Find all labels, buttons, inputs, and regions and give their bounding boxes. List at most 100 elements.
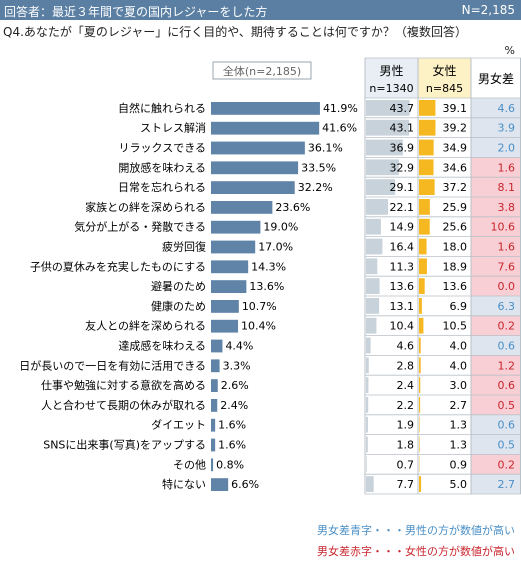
diff-cell	[471, 375, 521, 395]
bar-male	[366, 337, 371, 354]
bar-male	[366, 456, 367, 473]
category-label: 日常を忘れられる	[118, 180, 206, 194]
female-value: 4.0	[450, 359, 468, 372]
category-label: 日が長いので一日を有効に活用できる	[19, 358, 206, 372]
diff-value: 0.6	[498, 379, 516, 392]
bar-all	[211, 300, 239, 313]
bar-female	[419, 317, 424, 334]
female-value: 10.5	[443, 320, 468, 333]
bar-female	[419, 159, 434, 176]
bar-male	[366, 278, 380, 294]
bar-female	[419, 258, 427, 275]
category-label: 自然に触れられる	[118, 101, 206, 115]
bar-all	[211, 438, 216, 452]
diff-cell	[471, 276, 521, 296]
bar-male	[366, 238, 383, 255]
female-value: 25.9	[443, 201, 468, 214]
diff-value: 0.6	[498, 340, 516, 353]
bar-all	[211, 418, 216, 432]
bar-all	[211, 478, 229, 491]
male-value: 22.1	[390, 201, 415, 214]
bar-male	[366, 317, 377, 334]
question-text: Q4.あなたが「夏のレジャー」に行く目的や、期待することは何ですか？（複数回答）	[3, 25, 467, 39]
female-value: 1.3	[450, 419, 468, 432]
male-value: 43.7	[390, 102, 415, 115]
bar-all-value: 17.0%	[258, 241, 293, 254]
diff-value: 7.6	[498, 260, 516, 273]
diff-value: 2.7	[498, 478, 516, 491]
bar-all-value: 4.4%	[225, 340, 253, 353]
diff-value: 8.1	[498, 181, 516, 194]
bar-male	[366, 119, 410, 136]
diff-value: 1.6	[498, 241, 516, 254]
female-value: 3.0	[450, 379, 468, 392]
male-value: 32.9	[390, 161, 415, 174]
male-header: 男性	[379, 64, 403, 78]
female-value: 34.6	[443, 161, 468, 174]
bar-all	[211, 220, 261, 234]
diff-value: 10.6	[491, 221, 516, 234]
bar-all	[211, 201, 273, 214]
category-label: 避暑のため	[151, 279, 206, 293]
diff-cell	[471, 197, 521, 217]
bar-all	[211, 121, 320, 135]
bar-male	[366, 416, 368, 433]
male-value: 2.2	[397, 399, 415, 412]
female-value: 6.9	[450, 300, 468, 313]
bar-all-value: 1.6%	[218, 419, 246, 432]
bar-all-value: 23.6%	[275, 201, 310, 214]
bar-all-value: 10.4%	[241, 320, 276, 333]
bar-all-value: 14.3%	[251, 260, 286, 273]
female-header-bg	[418, 58, 471, 98]
bar-male	[366, 298, 380, 314]
bar-female	[419, 397, 421, 413]
bar-all-value: 19.0%	[263, 221, 298, 234]
bar-all	[211, 161, 299, 175]
bar-female	[419, 100, 436, 116]
category-label: 仕事や勉強に対する意欲を高める	[41, 378, 206, 392]
bar-female	[419, 476, 422, 492]
bar-female	[419, 218, 430, 235]
diff-cell	[471, 137, 521, 158]
diff-value: 1.2	[498, 359, 516, 372]
category-label: リラックスできる	[119, 142, 206, 155]
diff-value: 6.3	[498, 300, 516, 313]
diff-value: 0.2	[498, 320, 516, 333]
diff-cell	[471, 355, 521, 376]
male-value: 2.4	[397, 379, 415, 392]
diff-cell	[471, 335, 521, 356]
bar-female	[419, 179, 435, 195]
bar-male	[366, 179, 396, 195]
bar-all-value: 32.2%	[298, 181, 333, 194]
bar-female	[419, 298, 422, 314]
diff-cell	[471, 157, 521, 178]
male-value: 10.4	[390, 320, 415, 333]
bar-all	[211, 102, 320, 115]
male-value: 7.7	[397, 478, 415, 491]
male-value: 13.1	[390, 300, 415, 313]
category-label: 健康のため	[151, 299, 206, 313]
category-label: 家族との絆を深められる	[85, 200, 206, 214]
category-label: 疲労回復	[162, 240, 206, 254]
diff-value: 0.5	[498, 439, 516, 452]
category-label: 特にない	[162, 477, 206, 491]
category-label: 達成感を味わえる	[118, 340, 206, 353]
female-n: n=845	[426, 82, 463, 95]
diff-cell	[471, 98, 521, 118]
diff-cell	[471, 117, 521, 138]
diff-cell	[471, 177, 521, 197]
diff-value: 3.9	[498, 122, 516, 135]
female-value: 0.9	[450, 458, 468, 471]
female-value: 1.3	[450, 439, 468, 452]
series-label-box	[212, 61, 312, 80]
bar-male	[366, 258, 378, 275]
female-value: 39.2	[443, 122, 468, 135]
respondent-header: 回答者：最近３年間で夏の国内レジャーをした方 N=2,185	[0, 0, 521, 20]
category-label: 開放感を味わえる	[118, 160, 206, 174]
diff-value: 2.0	[498, 142, 516, 155]
female-value: 25.6	[443, 221, 468, 234]
legend-red: 男女差赤字・・・女性の方が数値が高い	[317, 545, 515, 558]
bar-all-value: 0.8%	[216, 458, 244, 471]
diff-cell	[471, 256, 521, 277]
